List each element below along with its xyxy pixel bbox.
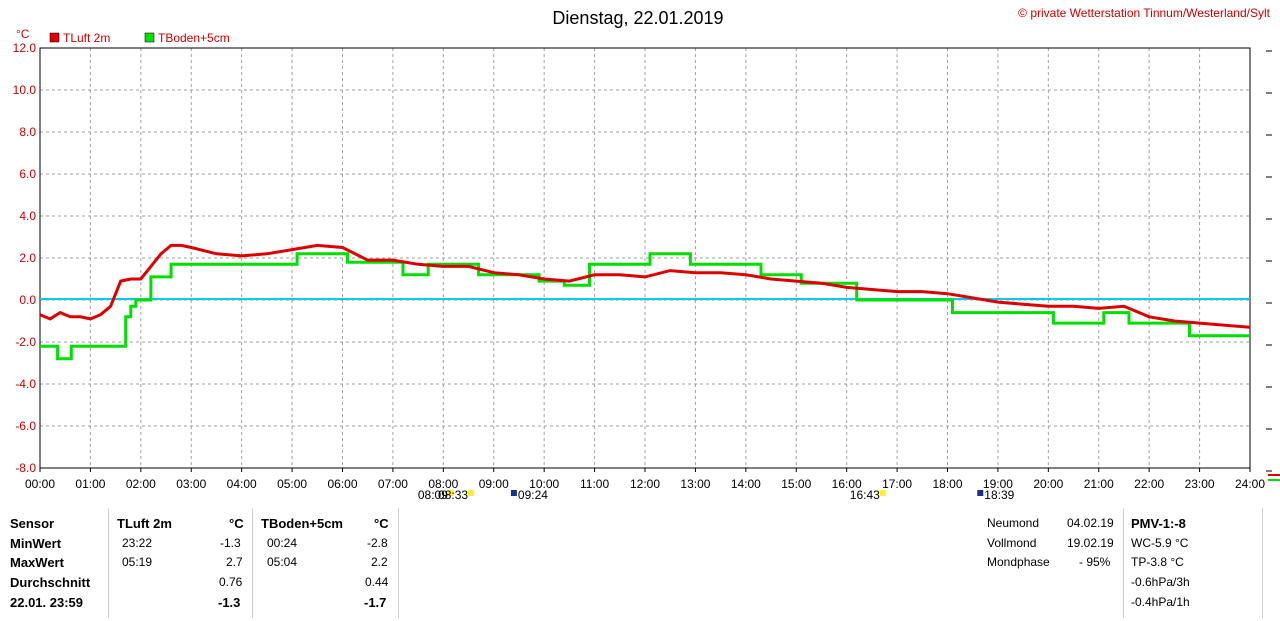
chart-title: Dienstag, 22.01.2019 [552, 8, 723, 28]
sun-icon [447, 490, 454, 496]
label-min: MinWert [10, 536, 62, 551]
pmv-value: PMV-1:-8 [1131, 516, 1186, 531]
mondphase-value: - 95% [1079, 555, 1111, 569]
x-tick-label: 06:00 [327, 477, 357, 491]
legend-tluft-swatch [49, 32, 60, 43]
tboden-min-time: 00:24 [267, 536, 298, 550]
tboden-unit: °C [374, 516, 389, 531]
tluft-unit: °C [229, 516, 244, 531]
moon-icon [510, 490, 517, 496]
x-tick-label: 04:00 [227, 477, 257, 491]
y-tick-label: -6.0 [15, 419, 36, 433]
y-unit-label: °C [16, 27, 30, 41]
tboden-min-val: -2.8 [367, 536, 388, 550]
x-axis-ticks: 00:00 01:00 02:00 03:00 04:00 05:00 06:00 07:00… [25, 468, 1265, 491]
y-tick-label: 2.0 [19, 251, 36, 265]
tboden-now: -1.7 [364, 595, 387, 610]
x-tick-label: 07:00 [378, 477, 408, 491]
temperature-chart: 12.010.08.06.04.02.00.0-2.0-4.0-6.0-8.0 … [13, 6, 1280, 502]
tluft-header: TLuft 2m [117, 516, 172, 531]
x-tick-label: 24:00 [1235, 477, 1265, 491]
sun-moon-time-label: 18:39 [984, 488, 1014, 502]
x-tick-label: 18:00 [932, 477, 962, 491]
label-sensor: Sensor [10, 516, 55, 531]
sun-icon [468, 490, 475, 496]
sun-moon-time-label: 08:33 [438, 488, 468, 502]
sun-moon-time-label: 08:09 [418, 488, 448, 502]
tluft-max-val: 2.7 [226, 555, 243, 569]
y-tick-label: -2.0 [15, 335, 36, 349]
y-tick-label: 6.0 [19, 167, 36, 181]
x-tick-label: 01:00 [75, 477, 105, 491]
label-avg: Durchschnitt [10, 575, 91, 590]
x-tick-label: 05:00 [277, 477, 307, 491]
label-max: MaxWert [10, 555, 64, 570]
label-now: 22.01. 23:59 [10, 595, 84, 610]
legend-tboden-swatch [144, 32, 155, 43]
chart-grid [40, 48, 1250, 468]
vollmond-label: Vollmond [987, 536, 1037, 550]
tluft-max-time: 05:19 [122, 555, 153, 569]
tboden-avg: 0.44 [365, 575, 389, 589]
x-tick-label: 20:00 [1033, 477, 1063, 491]
x-tick-label: 00:00 [25, 477, 55, 491]
legend-tboden-label: TBoden+5cm [158, 31, 230, 45]
x-tick-label: 16:00 [832, 477, 862, 491]
x-tick-label: 22:00 [1134, 477, 1164, 491]
y-tick-label: -4.0 [15, 377, 36, 391]
copyright-text: © private Wetterstation Tinnum/Westerlan… [1018, 6, 1271, 20]
y-tick-label: 4.0 [19, 209, 36, 223]
tboden-header: TBoden+5cm [261, 516, 343, 531]
vollmond-date: 19.02.19 [1067, 536, 1114, 550]
tluft-min-val: -1.3 [220, 536, 241, 550]
mondphase-label: Mondphase [987, 555, 1050, 569]
x-tick-label: 03:00 [176, 477, 206, 491]
moon-icon [977, 490, 984, 496]
x-tick-label: 13:00 [680, 477, 710, 491]
x-tick-label: 17:00 [882, 477, 912, 491]
y-tick-label: 0.0 [19, 293, 36, 307]
tluft-now: -1.3 [218, 595, 241, 610]
sun-icon [879, 490, 886, 496]
x-tick-label: 08:00 [428, 477, 458, 491]
y-tick-label: 12.0 [13, 41, 37, 55]
series-line-tluft [39, 243, 1251, 329]
x-tick-label: 19:00 [983, 477, 1013, 491]
tboden-max-val: 2.2 [371, 555, 388, 569]
y-tick-label: 8.0 [19, 125, 36, 139]
y-tick-label: -8.0 [15, 461, 36, 475]
neumond-label: Neumond [987, 516, 1040, 530]
windchill-value: WC-5.9 °C [1131, 536, 1189, 550]
x-tick-label: 02:00 [126, 477, 156, 491]
x-tick-label: 14:00 [731, 477, 761, 491]
x-tick-label: 11:00 [580, 477, 609, 491]
neumond-date: 04.02.19 [1067, 516, 1114, 530]
tluft-avg: 0.76 [219, 575, 243, 589]
tboden-max-time: 05:04 [267, 555, 298, 569]
legend-tluft-label: TLuft 2m [63, 31, 110, 45]
x-tick-label: 09:00 [479, 477, 509, 491]
pressure-3h-value: -0.6hPa/3h [1131, 575, 1190, 589]
x-tick-label: 10:00 [529, 477, 559, 491]
x-tick-label: 12:00 [630, 477, 660, 491]
x-tick-label: 23:00 [1185, 477, 1215, 491]
y-axis-ticks: 12.0 10.0 8.0 6.0 4.0 2.0 0.0 -2.0 -4.0 -6.0 -8.0 [13, 41, 1272, 475]
y-tick-label: 10.0 [13, 83, 37, 97]
sun-moon-time-label: 09:24 [518, 488, 548, 502]
sun-moon-time-label: 16:43 [850, 488, 880, 502]
x-tick-label: 21:00 [1084, 477, 1114, 491]
tluft-min-time: 23:22 [122, 536, 153, 550]
x-tick-label: 15:00 [781, 477, 811, 491]
taupunkt-value: TP-3.8 °C [1131, 555, 1184, 569]
pressure-1h-value: -0.4hPa/1h [1131, 595, 1190, 609]
